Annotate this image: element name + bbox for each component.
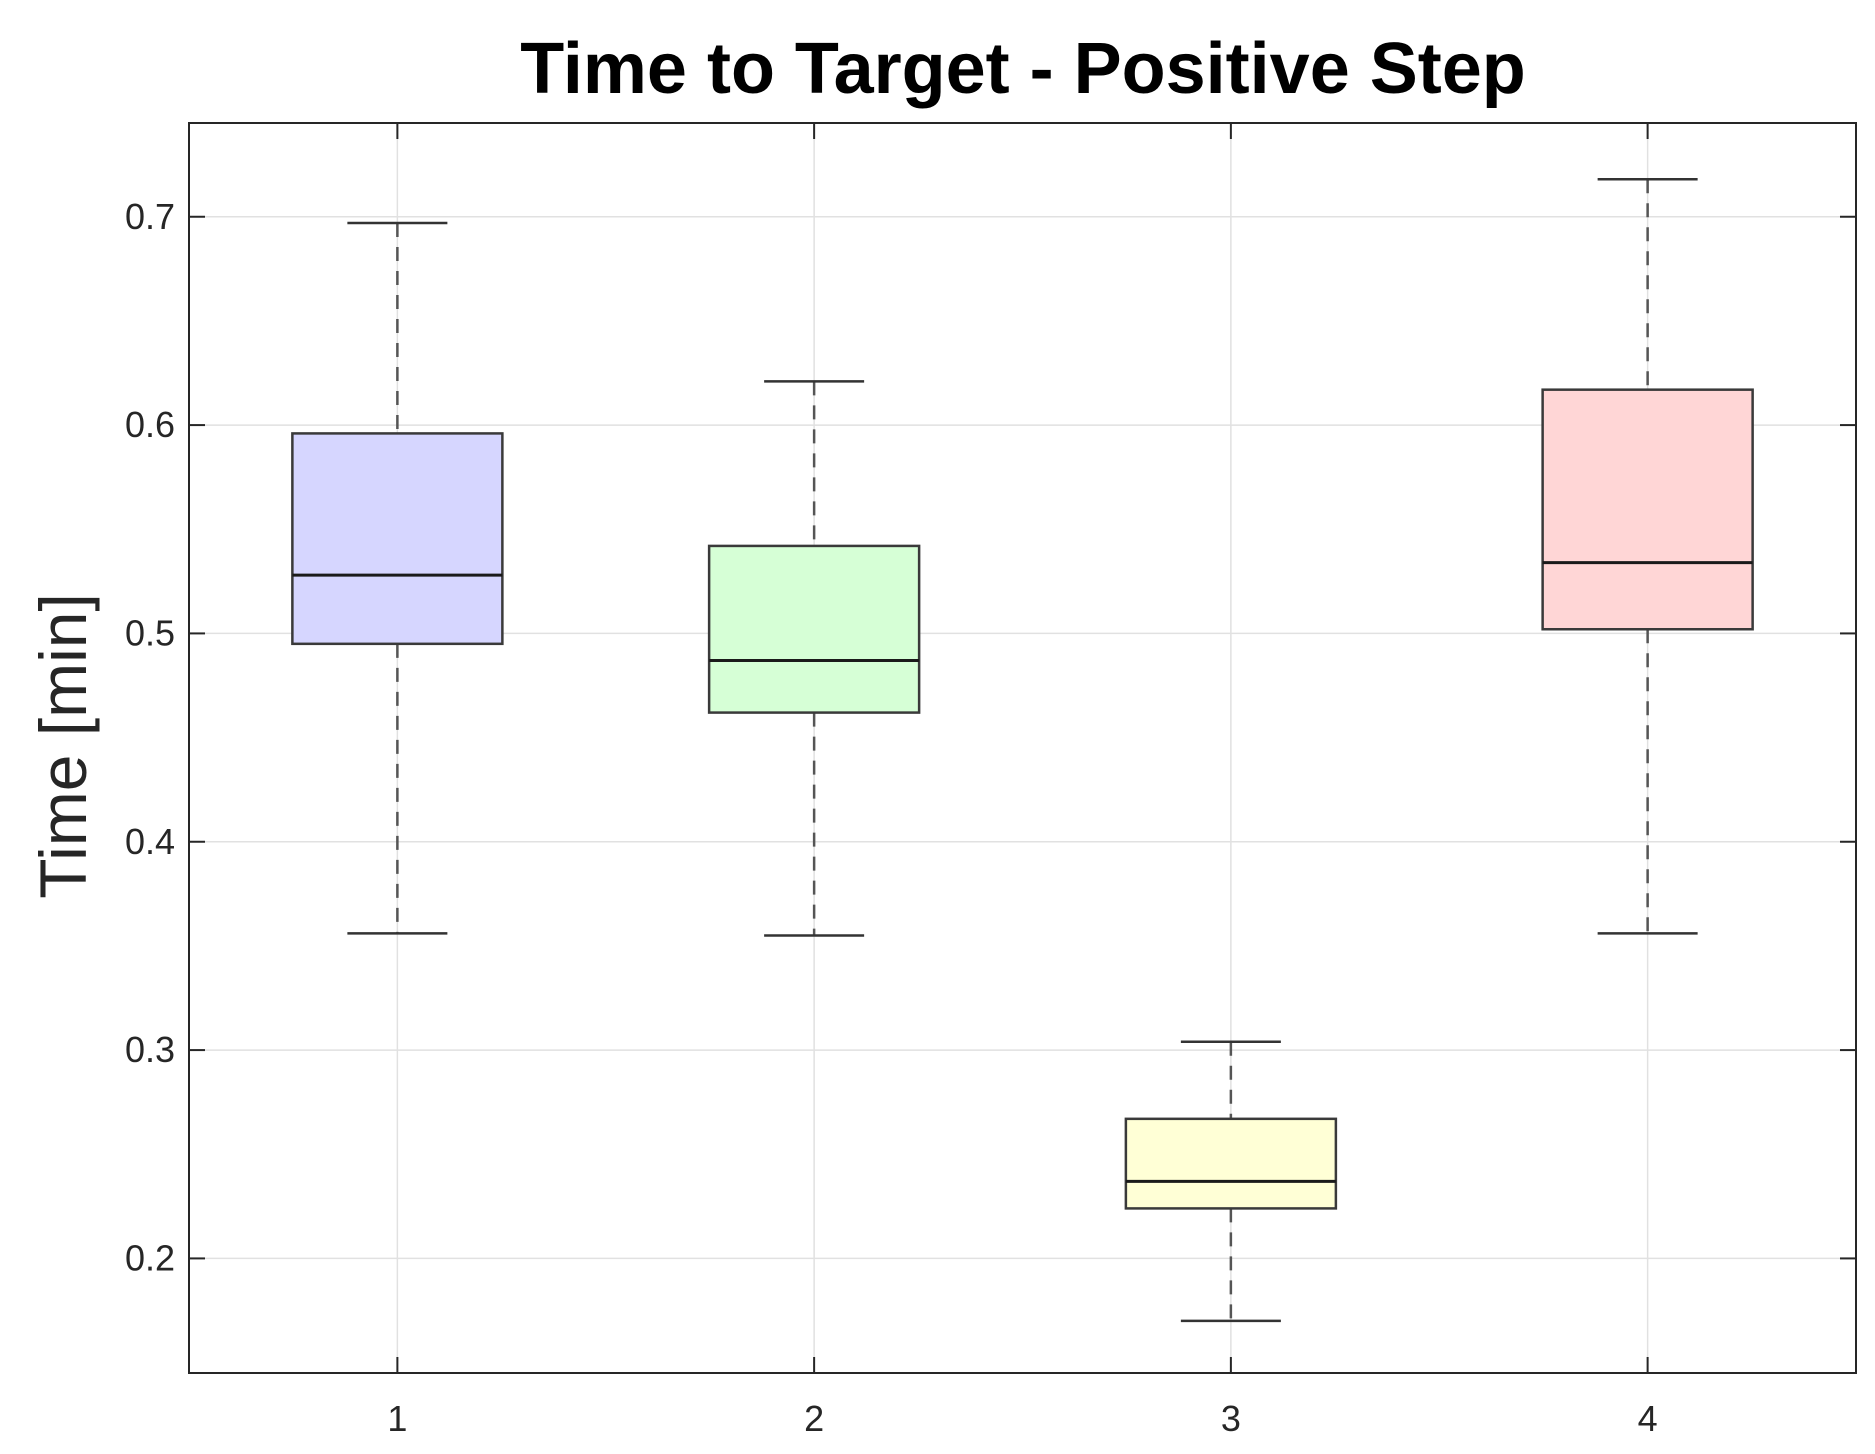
box-2 (707, 380, 921, 937)
box-3 (1124, 1040, 1338, 1323)
grid-lines (189, 123, 1856, 1373)
x-tick-label: 3 (1221, 1398, 1241, 1439)
x-tick-label: 4 (1638, 1398, 1658, 1439)
box-4 (1541, 178, 1754, 935)
axis-ticks: 0.2 0.3 0.4 0.5 0.6 0.7 1 2 3 4 (125, 123, 1856, 1439)
iqr-box (707, 544, 921, 714)
x-tick-label: 2 (804, 1398, 824, 1439)
y-tick-label: 0.4 (125, 821, 175, 862)
y-tick-label: 0.2 (125, 1237, 175, 1278)
y-tick-label: 0.6 (125, 404, 175, 445)
box-1 (291, 221, 504, 935)
iqr-box (291, 432, 504, 646)
plot-area-frame (188, 122, 1857, 1374)
y-tick-label: 0.3 (125, 1029, 175, 1070)
x-tick-label: 1 (387, 1398, 407, 1439)
iqr-box (1541, 388, 1754, 631)
chart-title: Time to Target - Positive Step (520, 29, 1526, 109)
y-tick-label: 0.7 (125, 196, 175, 237)
y-axis-label: Time [min] (26, 593, 100, 899)
box-series (291, 178, 1754, 1323)
iqr-box (1124, 1117, 1338, 1210)
y-tick-label: 0.5 (125, 612, 175, 653)
